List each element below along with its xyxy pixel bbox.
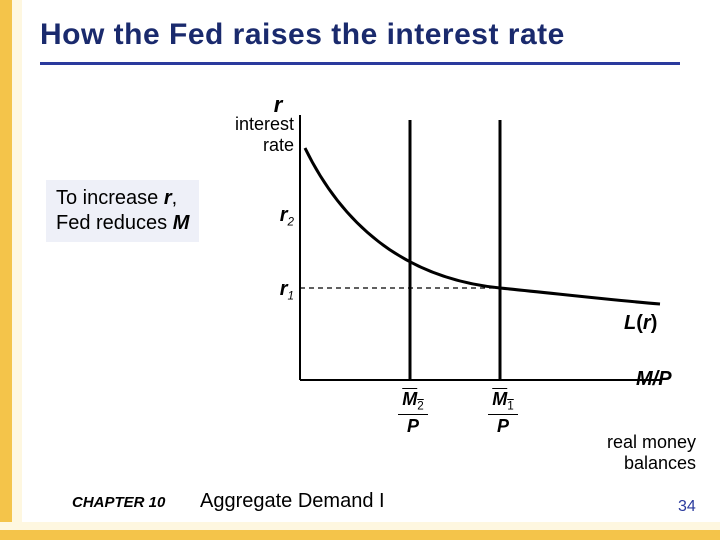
r1-label: r1 — [260, 278, 294, 303]
y-axis-label-1: interest — [212, 114, 294, 135]
under-axis-label: real money balances — [576, 432, 696, 474]
page-number: 34 — [678, 498, 696, 516]
m2-num-sub: 2 — [417, 400, 424, 413]
m1-frac-bar — [488, 414, 518, 415]
m2-num-m: M — [402, 389, 417, 409]
m2-num: M2 — [394, 390, 432, 412]
footer-title: Aggregate Demand I — [200, 490, 385, 513]
m1-num-m: M — [492, 389, 507, 409]
m1-num: M1 — [484, 390, 522, 412]
curve-r: r — [643, 312, 651, 334]
r1-sub: 1 — [287, 290, 294, 303]
m1-num-sub: 1 — [507, 400, 514, 413]
curve-label: L(r) — [624, 312, 657, 335]
curve-lp: ( — [636, 312, 643, 334]
under-label-1: real money — [576, 432, 696, 453]
y-axis-label-2: rate — [212, 135, 294, 156]
footer-chapter: CHAPTER 10 — [72, 494, 165, 511]
m2-over-p: M2 P — [394, 390, 432, 435]
curve-rp: ) — [651, 312, 658, 334]
r2-sub: 2 — [287, 216, 294, 229]
liquidity-curve — [305, 148, 660, 304]
m2-den: P — [394, 417, 432, 435]
x-axis-label: M/P — [636, 368, 672, 391]
y-axis-label: interest rate — [212, 114, 294, 156]
curve-L: L — [624, 312, 636, 334]
m2-frac-bar — [398, 414, 428, 415]
under-label-2: balances — [576, 453, 696, 474]
r2-label: r2 — [260, 204, 294, 229]
m1-over-p: M1 P — [484, 390, 522, 435]
m1-den: P — [484, 417, 522, 435]
